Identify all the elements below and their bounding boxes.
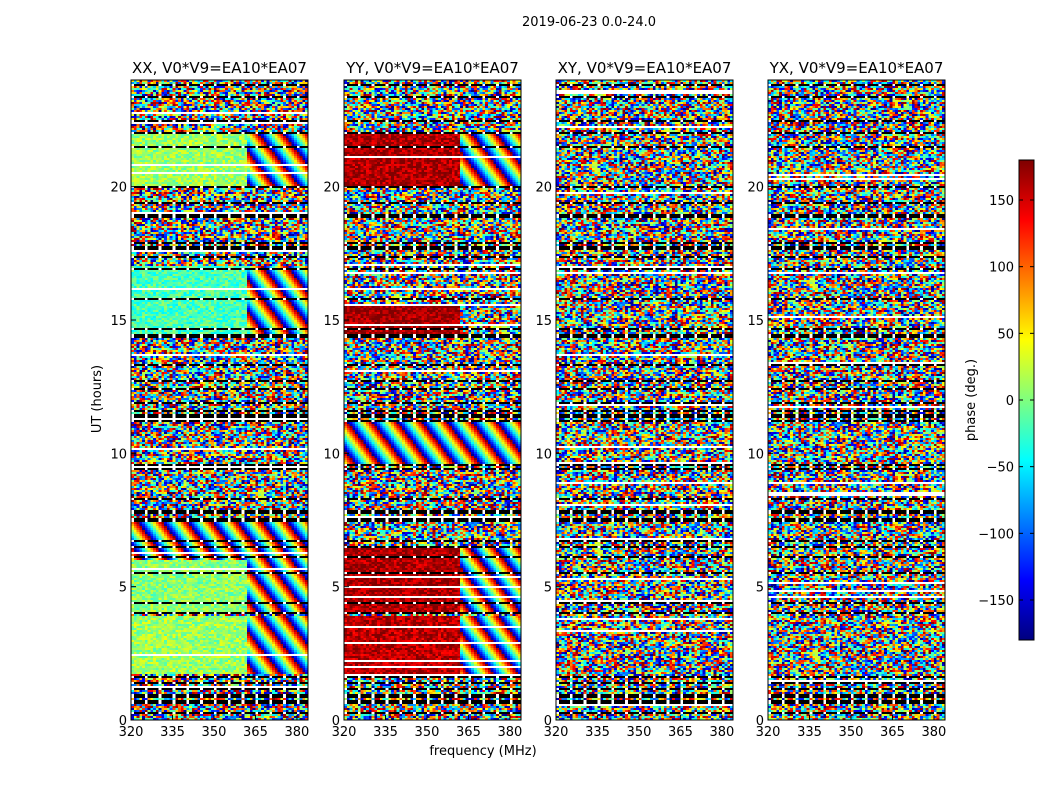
y-tick-label: 15 <box>747 314 764 329</box>
y-tick-label: 20 <box>747 181 764 196</box>
x-tick-label: 365 <box>668 725 693 740</box>
axes-frame <box>767 79 946 721</box>
colorbar-label: phase (deg.) <box>964 359 979 441</box>
y-tick-label: 15 <box>535 314 552 329</box>
x-tick-label: 380 <box>922 725 947 740</box>
y-tick-label: 15 <box>110 314 127 329</box>
x-tick-label: 365 <box>880 725 905 740</box>
x-tick-label: 380 <box>498 725 523 740</box>
panel-yx: YX, V0*V9=EA10*EA07 320 335 350 365 380 0 5 10 15… <box>747 59 946 740</box>
y-tick-label: 0 <box>544 714 552 729</box>
panel-title: YY, V0*V9=EA10*EA07 <box>345 59 519 77</box>
colorbar-tick-label: 150 <box>989 194 1014 209</box>
y-tick-label: 15 <box>323 314 340 329</box>
figure-suptitle: 2019-06-23 0.0-24.0 <box>522 15 656 30</box>
phase-heatmap <box>344 80 521 720</box>
colorbar-tick-label: −50 <box>987 461 1014 476</box>
x-tick-label: 320 <box>544 725 569 740</box>
colorbar: 150 100 50 0 −50 −100 −150 phase (deg.) <box>964 159 1035 641</box>
y-tick-label: 10 <box>747 447 764 462</box>
panel-title: XY, V0*V9=EA10*EA07 <box>558 59 732 77</box>
y-tick-label: 10 <box>323 447 340 462</box>
x-tick-label: 335 <box>373 725 398 740</box>
x-tick-label: 350 <box>839 725 864 740</box>
panel-xy: XY, V0*V9=EA10*EA07 320 335 350 365 380 0 5 10 15… <box>535 59 734 740</box>
phase-heatmap <box>768 80 945 720</box>
y-axis-label: UT (hours) <box>90 365 105 433</box>
phase-heatmap <box>131 80 308 720</box>
panel-title: YX, V0*V9=EA10*EA07 <box>769 59 944 77</box>
x-tick-label: 320 <box>119 725 144 740</box>
y-tick-label: 5 <box>119 581 127 596</box>
x-tick-label: 350 <box>415 725 440 740</box>
x-tick-label: 380 <box>710 725 735 740</box>
colorbar-tick-label: 50 <box>997 327 1014 342</box>
y-tick-label: 10 <box>110 447 127 462</box>
x-tick-label: 350 <box>627 725 652 740</box>
x-tick-label: 335 <box>797 725 822 740</box>
colorbar-tick-label: −150 <box>978 594 1014 609</box>
y-tick-label: 5 <box>756 581 764 596</box>
axes-frame <box>343 79 522 721</box>
y-tick-label: 0 <box>332 714 340 729</box>
panel-title: XX, V0*V9=EA10*EA07 <box>132 59 307 77</box>
phase-heatmap <box>556 80 733 720</box>
x-axis-label: frequency (MHz) <box>429 744 536 759</box>
colorbar-tick-label: 100 <box>989 261 1014 276</box>
panel-xx: XX, V0*V9=EA10*EA07 320 335 350 365 380 0 5 10 15… <box>110 59 309 740</box>
y-tick-label: 5 <box>332 581 340 596</box>
y-tick-label: 20 <box>535 181 552 196</box>
axes-frame <box>130 79 309 721</box>
x-tick-label: 365 <box>243 725 268 740</box>
colorbar-tick-label: −100 <box>978 527 1014 542</box>
y-tick-label: 10 <box>535 447 552 462</box>
colorbar-tick-label: 0 <box>1006 394 1014 409</box>
y-tick-label: 5 <box>544 581 552 596</box>
panel-yy: YY, V0*V9=EA10*EA07 320 335 350 365 380 0 5 10 15… <box>323 59 522 740</box>
x-tick-label: 350 <box>202 725 227 740</box>
x-tick-label: 380 <box>285 725 310 740</box>
panels: XX, V0*V9=EA10*EA07 320 335 350 365 380 0 5 10 15… <box>110 59 946 740</box>
y-tick-label: 20 <box>110 181 127 196</box>
y-tick-label: 20 <box>323 181 340 196</box>
x-tick-label: 320 <box>332 725 357 740</box>
x-tick-label: 365 <box>456 725 481 740</box>
colorbar-ticks: 150 100 50 0 −50 −100 −150 <box>978 194 1034 609</box>
y-tick-label: 0 <box>756 714 764 729</box>
x-tick-label: 320 <box>756 725 781 740</box>
y-tick-label: 0 <box>119 714 127 729</box>
axes-frame <box>555 79 734 721</box>
x-tick-label: 335 <box>585 725 610 740</box>
x-tick-label: 335 <box>160 725 185 740</box>
